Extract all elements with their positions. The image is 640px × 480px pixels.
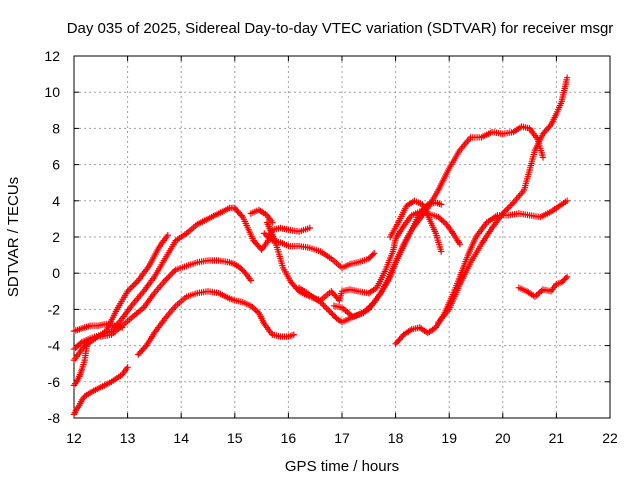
data-point	[164, 232, 171, 239]
data-point	[127, 285, 134, 292]
data-point	[74, 343, 81, 350]
series-16	[515, 273, 571, 300]
data-point	[369, 251, 376, 258]
x-tick-label: 13	[120, 430, 136, 446]
series-8	[247, 206, 276, 226]
series-9	[261, 230, 378, 271]
data-points	[70, 74, 571, 418]
data-point	[438, 201, 445, 208]
data-point	[326, 308, 333, 315]
x-tick-label: 20	[495, 430, 511, 446]
data-point	[533, 292, 540, 299]
data-point	[320, 302, 327, 309]
data-point	[505, 204, 513, 211]
y-tick-label: 10	[44, 84, 60, 100]
series-7	[135, 288, 297, 358]
x-tick-label: 17	[334, 430, 350, 446]
data-point	[366, 303, 373, 310]
data-point	[171, 267, 178, 275]
y-axis-label: SDTVAR / TECUs	[5, 177, 22, 297]
data-point	[546, 123, 553, 130]
x-tick-label: 16	[281, 430, 297, 446]
data-point	[438, 216, 445, 224]
y-tick-label: 2	[52, 229, 60, 245]
x-tick-label: 18	[388, 430, 404, 446]
series-13	[387, 197, 445, 255]
data-point	[290, 331, 297, 338]
data-point	[163, 275, 170, 283]
grid-lines	[74, 56, 610, 418]
data-point	[166, 272, 173, 279]
y-tick-label: 4	[52, 193, 60, 209]
data-point	[508, 201, 516, 208]
data-point	[168, 271, 175, 278]
data-point	[130, 281, 137, 289]
series-1	[70, 364, 131, 418]
y-tick-label: -2	[48, 301, 61, 317]
data-point	[539, 154, 547, 161]
data-point	[141, 343, 149, 351]
data-point	[440, 218, 447, 225]
y-tick-label: 12	[44, 48, 60, 64]
data-point	[133, 278, 140, 286]
x-tick-label: 22	[602, 430, 618, 446]
data-point	[562, 275, 569, 282]
data-point	[538, 287, 545, 295]
x-tick-label: 12	[66, 430, 82, 446]
series-15	[435, 74, 571, 326]
y-tick-label: 8	[52, 120, 60, 136]
data-point	[165, 274, 172, 281]
data-point	[441, 219, 449, 227]
data-point	[238, 212, 245, 219]
data-point	[563, 197, 571, 204]
data-point	[252, 306, 259, 314]
data-point	[322, 303, 329, 310]
data-point	[250, 305, 258, 312]
y-tick-label: -4	[48, 338, 61, 354]
data-point	[563, 273, 571, 280]
data-point	[438, 248, 445, 255]
y-tick-label: -8	[48, 410, 61, 426]
x-tick-label: 14	[173, 430, 189, 446]
data-point	[363, 306, 370, 314]
series-5	[70, 204, 313, 353]
data-point	[169, 269, 176, 276]
series-6	[97, 257, 255, 340]
x-tick-label: 15	[227, 430, 243, 446]
data-point	[306, 224, 313, 232]
data-point	[323, 305, 330, 312]
chart-title: Day 035 of 2025, Sidereal Day-to-day VTE…	[67, 20, 614, 37]
data-point	[563, 74, 571, 81]
data-point	[371, 250, 378, 257]
x-axis-label: GPS time / hours	[285, 458, 399, 475]
data-point	[247, 277, 255, 284]
y-tick-label: 0	[52, 265, 60, 281]
data-point	[129, 283, 136, 290]
y-tick-label: 6	[52, 157, 60, 173]
data-point	[504, 205, 511, 212]
x-tick-label: 19	[441, 430, 457, 446]
series-4	[70, 232, 171, 364]
data-point	[325, 306, 332, 314]
series-14	[392, 197, 571, 347]
axis-ticks: 12 13 14 15 16 17 18 19 20 21 22 -8 -6 -4 -2 0 2 4 6 8 10 12	[44, 48, 618, 446]
data-point	[124, 364, 131, 371]
x-tick-label: 21	[549, 430, 565, 446]
data-point	[70, 346, 78, 353]
data-point	[132, 280, 139, 287]
data-point	[507, 202, 514, 209]
data-point	[456, 241, 464, 248]
data-point	[317, 299, 324, 306]
y-tick-label: -6	[48, 374, 61, 390]
